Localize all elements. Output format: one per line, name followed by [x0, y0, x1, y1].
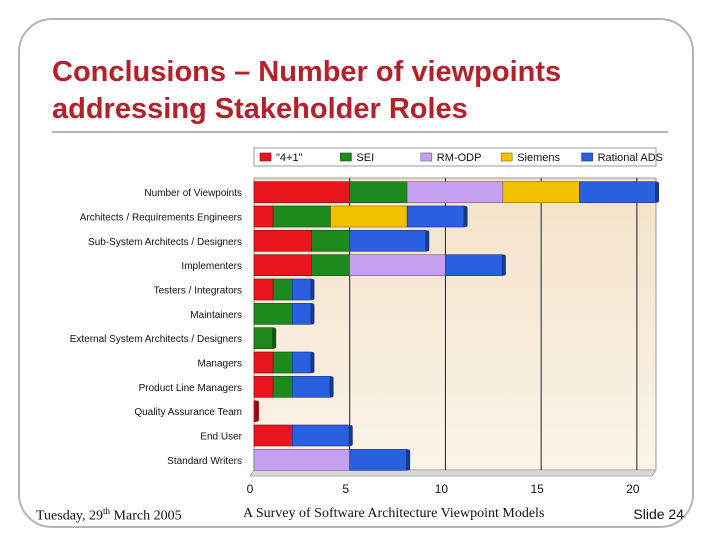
bar-segment: [349, 181, 408, 203]
x-tick-label: 5: [342, 482, 349, 496]
bar-segment: [349, 254, 446, 276]
category-label: End User: [200, 432, 242, 443]
bar-segment: [253, 254, 312, 276]
bar-segment: [253, 327, 274, 349]
bar-end-cap: [310, 303, 315, 325]
bar-segment: [291, 303, 312, 325]
legend-swatch: [259, 152, 272, 162]
bar-segment: [272, 205, 331, 228]
bar-end-cap: [310, 279, 315, 300]
x-tick-label: 10: [435, 482, 449, 496]
legend-label: Rational ADS: [598, 152, 663, 164]
bar-segment: [291, 376, 331, 398]
category-label: Managers: [198, 359, 242, 370]
bar-segment: [330, 205, 408, 228]
category-label: Maintainers: [190, 310, 242, 321]
plot-floor: [249, 469, 657, 477]
bar-segment: [406, 181, 504, 203]
category-label: Sub-System Architects / Designers: [88, 237, 242, 248]
bar-end-cap: [272, 327, 277, 349]
title-divider: [52, 131, 668, 133]
bar-end-cap: [463, 206, 468, 227]
bar-segment: [291, 278, 312, 301]
legend-label: SEI: [356, 152, 374, 164]
x-tick-label: 0: [247, 482, 254, 496]
bar-segment: [349, 449, 408, 471]
bar-end-cap: [329, 376, 334, 398]
bar-segment: [253, 376, 274, 398]
legend-box: [253, 147, 657, 167]
category-label: External System Architects / Designers: [70, 334, 242, 345]
bar-segment: [291, 351, 312, 374]
legend-swatch: [581, 152, 593, 162]
bar-segment: [253, 181, 351, 203]
bar-segment: [311, 254, 351, 276]
footer-title: A Survey of Software Architecture Viewpo…: [243, 506, 545, 521]
x-tick-label: 20: [626, 482, 640, 496]
bar-segment: [253, 351, 274, 374]
bar-end-cap: [406, 449, 411, 471]
bar-segment: [253, 424, 293, 447]
slide-title: Conclusions – Number of viewpoints addre…: [52, 56, 562, 125]
footer-date-sup: th: [103, 506, 111, 516]
category-label: Standard Writers: [167, 456, 242, 467]
bar-segment: [349, 230, 427, 252]
category-label: Product Line Managers: [139, 383, 242, 394]
bar-end-cap: [348, 425, 353, 446]
bar-segment: [253, 303, 293, 325]
bar-segment: [253, 278, 274, 301]
legend-label: Siemens: [517, 152, 560, 164]
legend-swatch: [420, 152, 433, 162]
bar-segment: [272, 376, 293, 398]
bar-segment: [445, 254, 504, 276]
bar-segment: [272, 278, 293, 301]
bar-segment: [502, 181, 580, 203]
stacked-bar-chart: 0 5 10 15 20 Number of Viewpoints Architects /…: [70, 147, 663, 496]
category-label: Quality Assurance Team: [134, 407, 242, 418]
footer-date-suffix: March 2005: [110, 508, 182, 524]
x-tick-label: 15: [530, 482, 544, 496]
legend-swatch: [340, 152, 352, 162]
bar-segment: [311, 230, 351, 252]
bar-segment: [272, 351, 293, 374]
legend-label: RM-ODP: [437, 152, 482, 164]
legend-swatch: [500, 152, 513, 162]
category-label: Architects / Requirements Engineers: [80, 213, 242, 224]
bar-end-cap: [425, 230, 430, 252]
bar-end-cap: [310, 352, 315, 373]
bar-segment: [406, 205, 465, 228]
footer-date: Tuesday, 29th March 2005: [36, 506, 182, 525]
category-label: Testers / Integrators: [154, 286, 242, 297]
category-label: Implementers: [181, 261, 242, 272]
bar-segment: [579, 181, 657, 203]
bar-end-cap: [501, 254, 506, 276]
bar-segment: [253, 449, 351, 471]
bar-segment: [291, 424, 351, 447]
bar-segment: [253, 205, 274, 228]
bar-segment: [253, 230, 312, 252]
footer-date-prefix: Tuesday, 29: [36, 508, 104, 524]
slide-number: Slide 24: [633, 506, 684, 522]
category-label: Number of Viewpoints: [144, 188, 242, 199]
legend-label: "4+1": [276, 152, 303, 164]
bar-end-cap: [655, 181, 659, 203]
slide-frame: [18, 18, 694, 528]
bar-end-cap: [254, 400, 259, 422]
